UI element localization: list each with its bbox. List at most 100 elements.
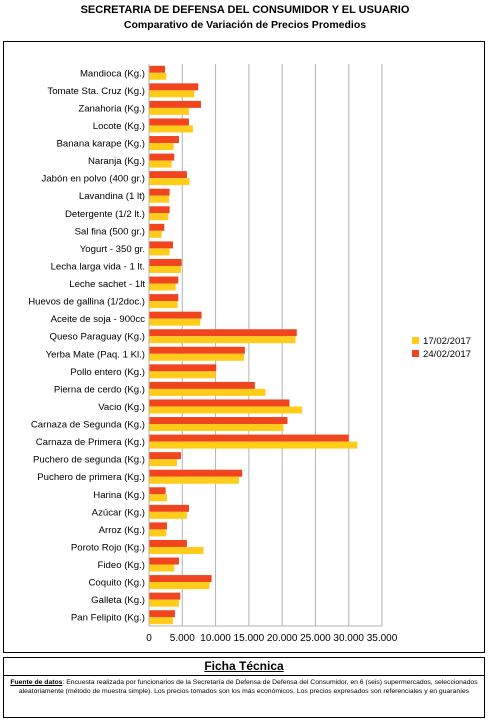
bar-17-02-2017 — [149, 371, 216, 379]
bar-24-02-2017 — [149, 539, 187, 547]
bar-24-02-2017 — [149, 364, 217, 372]
category-label: Zanahoria (Kg.) — [78, 103, 145, 114]
bar-24-02-2017 — [149, 346, 245, 354]
bar-17-02-2017 — [149, 441, 358, 449]
category-label: Poroto Rojo (Kg.) — [71, 542, 145, 553]
category-label: Arroz (Kg.) — [99, 525, 145, 536]
bar-17-02-2017 — [149, 230, 162, 238]
x-tick-label: 25.000 — [300, 633, 331, 644]
bar-24-02-2017 — [149, 118, 189, 126]
category-label: Harina (Kg.) — [93, 490, 145, 501]
category-label: Pierna de cerdo (Kg.) — [54, 384, 145, 395]
category-label: Carnaza de Segunda (Kg.) — [31, 420, 145, 431]
category-label: Sal fina (500 gr.) — [75, 226, 145, 237]
source-label: Fuente de datos — [10, 679, 63, 686]
x-tick-label: 20.000 — [267, 633, 298, 644]
bar-24-02-2017 — [149, 504, 189, 512]
bar-17-02-2017 — [149, 125, 193, 133]
bar-17-02-2017 — [149, 301, 178, 309]
category-label: Fideo (Kg.) — [98, 560, 145, 571]
x-tick-label: 0 — [146, 633, 152, 644]
bar-17-02-2017 — [149, 213, 169, 221]
bar-17-02-2017 — [149, 564, 175, 572]
bar-17-02-2017 — [149, 90, 195, 98]
source-text: : Encuesta realizada por funcionarios de… — [18, 679, 478, 695]
category-label: Yerba Mate (Paq. 1 Kl.) — [46, 349, 145, 360]
category-label: Detergente (1/2 lt.) — [65, 209, 145, 220]
x-tick-label: 10.000 — [200, 633, 231, 644]
bar-17-02-2017 — [149, 107, 189, 115]
bar-24-02-2017 — [149, 610, 175, 618]
price-comparison-chart: 0 5.000 10.000 15.000 20.000 25.000 30.000 35.0… — [28, 64, 471, 644]
bar-24-02-2017 — [149, 136, 179, 144]
bar-17-02-2017 — [149, 72, 167, 80]
bar-17-02-2017 — [149, 511, 187, 519]
bar-24-02-2017 — [149, 381, 255, 389]
bar-24-02-2017 — [149, 417, 288, 425]
bar-17-02-2017 — [149, 336, 296, 344]
bar-17-02-2017 — [149, 459, 177, 467]
page-subtitle: Comparativo de Variación de Precios Prom… — [123, 19, 367, 31]
category-label: Galleta (Kg.) — [91, 595, 145, 606]
bar-17-02-2017 — [149, 424, 284, 432]
bar-24-02-2017 — [149, 311, 202, 319]
category-label: Puchero de segunda (Kg.) — [33, 455, 145, 466]
category-label: Banana karape (Kg.) — [56, 139, 145, 150]
legend-label: 17/02/2017 — [423, 336, 471, 347]
category-label: Pollo entero (Kg.) — [70, 367, 145, 378]
bar-24-02-2017 — [149, 575, 212, 583]
bar-24-02-2017 — [149, 329, 297, 337]
category-label: Puchero de primera (Kg.) — [37, 472, 145, 483]
bar-24-02-2017 — [149, 223, 165, 231]
legend-swatch — [412, 350, 419, 357]
category-label: Vacio (Kg.) — [98, 402, 145, 413]
bar-24-02-2017 — [149, 434, 349, 442]
bar-24-02-2017 — [149, 399, 290, 407]
bar-17-02-2017 — [149, 318, 201, 326]
technical-sheet-body: Fuente de datos: Encuesta realizada por … — [6, 678, 482, 696]
category-label: Queso Paraguay (Kg.) — [50, 332, 145, 343]
bar-17-02-2017 — [149, 248, 170, 256]
bar-17-02-2017 — [149, 582, 210, 590]
bar-24-02-2017 — [149, 206, 170, 214]
bar-24-02-2017 — [149, 153, 175, 161]
bar-17-02-2017 — [149, 283, 176, 291]
bar-24-02-2017 — [149, 65, 165, 73]
category-label: Mandioca (Kg.) — [80, 68, 145, 79]
bar-17-02-2017 — [149, 195, 169, 203]
bar-17-02-2017 — [149, 265, 181, 273]
category-label: Yogurt - 350 gr. — [80, 244, 145, 255]
bar-24-02-2017 — [149, 469, 243, 477]
x-tick-label: 30.000 — [333, 633, 364, 644]
category-label: Coquito (Kg.) — [88, 578, 145, 589]
bar-24-02-2017 — [149, 100, 201, 108]
bar-24-02-2017 — [149, 83, 199, 91]
category-label: Tomate Sta. Cruz (Kg.) — [47, 86, 145, 97]
bar-24-02-2017 — [149, 276, 179, 284]
bar-24-02-2017 — [149, 557, 179, 565]
legend-label: 24/02/2017 — [423, 349, 471, 360]
legend-swatch — [412, 337, 419, 344]
bar-17-02-2017 — [149, 143, 174, 151]
bar-17-02-2017 — [149, 178, 190, 186]
bar-24-02-2017 — [149, 171, 187, 179]
bar-24-02-2017 — [149, 258, 182, 266]
chart-frame: 0 5.000 10.000 15.000 20.000 25.000 30.000 35.0… — [3, 41, 485, 653]
category-label: Lavandina (1 lt) — [79, 191, 145, 202]
category-label: Leche sachet - 1lt — [69, 279, 145, 290]
category-label: Carnaza de Primera (Kg.) — [36, 437, 145, 448]
category-label: Huevos de gallina (1/2doc.) — [28, 297, 145, 308]
x-tick-label: 35.000 — [367, 633, 398, 644]
technical-sheet: Ficha Técnica Fuente de datos: Encuesta … — [3, 657, 485, 718]
bar-24-02-2017 — [149, 487, 166, 495]
bar-24-02-2017 — [149, 241, 173, 249]
bar-24-02-2017 — [149, 592, 181, 600]
technical-sheet-title: Ficha Técnica — [4, 658, 484, 676]
bar-17-02-2017 — [149, 388, 266, 396]
bar-17-02-2017 — [149, 599, 179, 607]
category-label: Naranja (Kg.) — [88, 156, 145, 167]
bar-17-02-2017 — [149, 353, 245, 361]
bar-17-02-2017 — [149, 476, 239, 484]
category-label: Lecha larga vida - 1 lt. — [51, 261, 145, 272]
bar-24-02-2017 — [149, 188, 170, 196]
